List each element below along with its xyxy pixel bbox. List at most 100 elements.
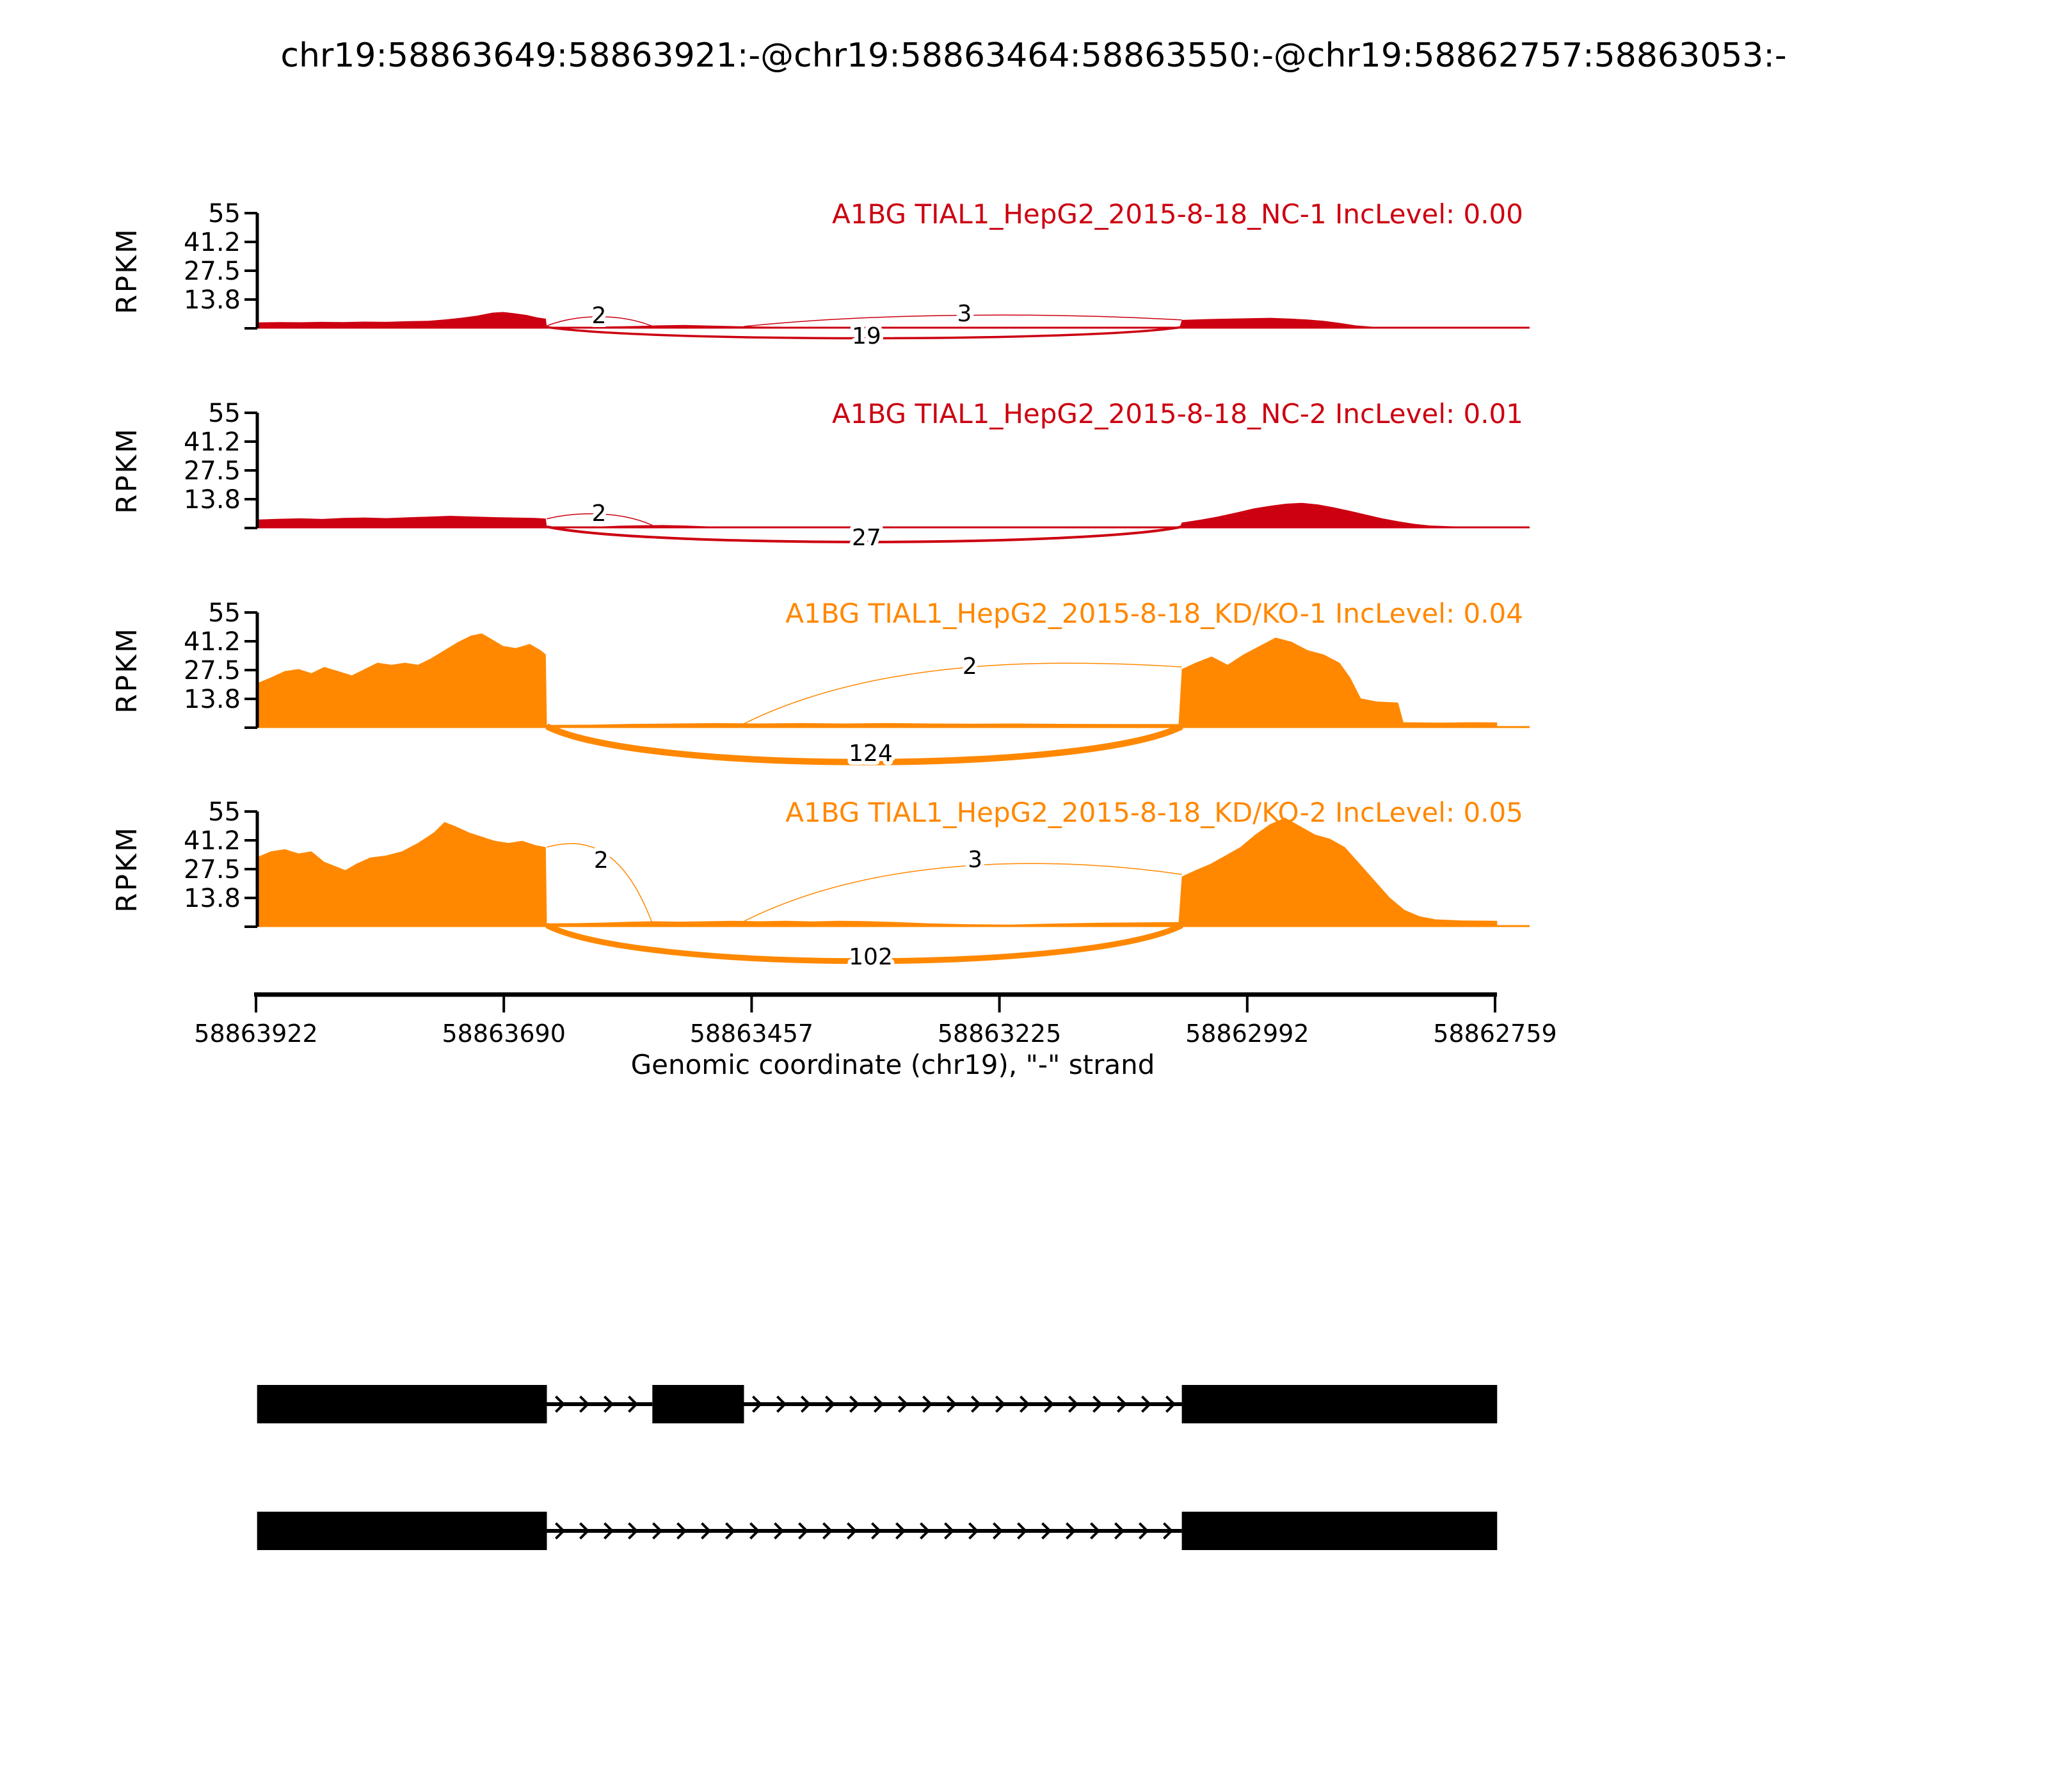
junction-count-label: 2 — [594, 847, 609, 874]
junction-count-label: 3 — [968, 847, 982, 873]
x-tick-label: 58863457 — [690, 1020, 813, 1048]
intron-arrow-icon — [871, 1522, 882, 1540]
junction-count-label: 2 — [963, 653, 977, 680]
intron-arrow-icon — [1017, 1522, 1028, 1540]
y-tick-label: 27.5 — [184, 257, 241, 286]
y-tick-label: 13.8 — [184, 884, 241, 913]
figure-title: chr19:58863649:58863921:-@chr19:58863464… — [280, 36, 1786, 75]
isoform-track — [257, 1385, 1498, 1423]
y-tick-label: 13.8 — [184, 285, 241, 315]
y-axis-title: RPKM — [111, 627, 143, 714]
junction-count-label: 2 — [592, 500, 607, 527]
intron-arrow-icon — [995, 1395, 1006, 1413]
intron-arrow-icon — [800, 1395, 812, 1413]
junction-count-label: 124 — [849, 740, 893, 767]
y-axis-title: RPKM — [111, 826, 143, 913]
x-tick-label: 58863690 — [442, 1020, 565, 1048]
exon-rect — [257, 1385, 547, 1423]
junction-arc — [547, 326, 1182, 340]
intron-arrow-icon — [798, 1522, 809, 1540]
junction-arc — [547, 316, 653, 327]
y-tick-label: 55 — [208, 598, 241, 628]
exon-rect — [1181, 1385, 1498, 1423]
intron-arrow-icon — [1092, 1395, 1103, 1413]
intron-arrow-icon — [652, 1522, 663, 1540]
intron-arrow-icon — [555, 1522, 566, 1540]
x-axis-label: Genomic coordinate (chr19), "-" strand — [631, 1049, 1155, 1080]
junction-arc — [744, 314, 1182, 327]
exon-rect — [652, 1385, 744, 1423]
intron-arrow-icon — [579, 1522, 590, 1540]
junction-count-label: 27 — [852, 525, 881, 551]
intron-arrow-icon — [822, 1522, 833, 1540]
x-tick-label: 58863225 — [938, 1020, 1061, 1048]
isoform-track — [257, 1512, 1498, 1550]
intron-arrow-icon — [946, 1395, 957, 1413]
intron-arrow-icon — [873, 1395, 884, 1413]
coverage-area — [256, 502, 1530, 528]
intron-arrow-icon — [749, 1522, 760, 1540]
junction-count-label: 3 — [957, 301, 972, 327]
intron-arrow-icon — [1041, 1522, 1052, 1540]
intron-arrow-icon — [1068, 1395, 1079, 1413]
y-tick-label: 13.8 — [184, 685, 241, 714]
intron-arrow-icon — [922, 1395, 933, 1413]
y-tick-label: 41.2 — [184, 228, 241, 257]
intron-arrow-icon — [604, 1522, 614, 1540]
junction-arc — [545, 922, 1183, 964]
intron-arrow-icon — [1066, 1522, 1076, 1540]
junction-arc — [744, 662, 1182, 724]
intron-arrow-icon — [1163, 1522, 1174, 1540]
y-tick-label: 13.8 — [184, 485, 241, 515]
junction-arc — [744, 863, 1182, 922]
junction-arc — [547, 513, 653, 526]
junction-count-label: 102 — [849, 944, 893, 970]
y-tick-label: 27.5 — [184, 855, 241, 884]
junction-arc — [547, 843, 653, 924]
exon-rect — [1181, 1512, 1498, 1550]
intron-arrow-icon — [579, 1395, 590, 1413]
intron-arrow-icon — [1090, 1522, 1101, 1540]
junction-arc — [547, 525, 1183, 543]
y-tick-label: 41.2 — [184, 428, 241, 457]
intron-arrow-icon — [897, 1395, 909, 1413]
y-tick-label: 55 — [208, 797, 241, 827]
track-title: A1BG TIAL1_HepG2_2015-8-18_NC-2 IncLevel… — [832, 398, 1523, 429]
intron-arrow-icon — [847, 1522, 858, 1540]
intron-arrow-icon — [944, 1522, 955, 1540]
intron-arrow-icon — [628, 1395, 639, 1413]
intron-arrow-icon — [920, 1522, 931, 1540]
intron-arrow-icon — [676, 1522, 687, 1540]
intron-arrow-icon — [993, 1522, 1004, 1540]
x-axis: 58863922 58863690 58863457 58863225 58862992… — [194, 992, 1557, 1048]
x-tick-label: 58862759 — [1433, 1020, 1556, 1048]
intron-arrow-icon — [1114, 1522, 1125, 1540]
intron-arrow-icon — [970, 1395, 982, 1413]
track-title: A1BG TIAL1_HepG2_2015-8-18_KD/KO-2 IncLe… — [785, 797, 1523, 828]
coverage-area — [256, 312, 1530, 328]
intron-arrow-icon — [824, 1395, 836, 1413]
y-axis-title: RPKM — [111, 227, 143, 314]
intron-arrow-icon — [849, 1395, 860, 1413]
coverage-area — [256, 817, 1498, 927]
intron-arrow-icon — [1043, 1395, 1055, 1413]
x-tick-label: 58863922 — [194, 1020, 317, 1048]
intron-arrow-icon — [725, 1522, 736, 1540]
exon-rect — [257, 1512, 547, 1550]
intron-arrow-icon — [1019, 1395, 1030, 1413]
junction-arc — [545, 723, 1183, 765]
intron-arrow-icon — [751, 1395, 763, 1413]
coverage-area — [256, 633, 1498, 728]
intron-arrow-icon — [555, 1395, 566, 1413]
intron-arrow-icon — [1140, 1395, 1152, 1413]
intron-arrow-icon — [628, 1522, 639, 1540]
track-title: A1BG TIAL1_HepG2_2015-8-18_KD/KO-1 IncLe… — [785, 598, 1523, 629]
intron-arrow-icon — [701, 1522, 712, 1540]
intron-arrow-icon — [1116, 1395, 1128, 1413]
